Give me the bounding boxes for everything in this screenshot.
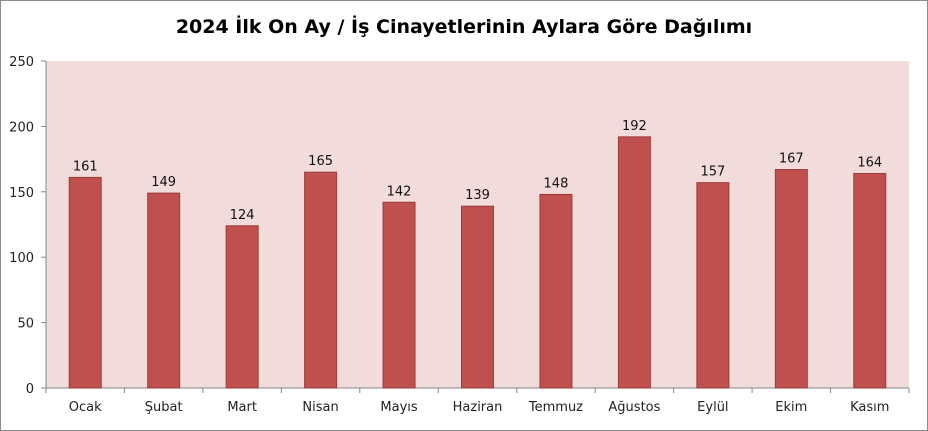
bar [382,201,416,389]
data-label: 192 [622,119,647,134]
y-tick-label: 100 [9,251,34,266]
data-label: 157 [700,165,725,180]
x-tick-label: Mart [227,400,257,415]
bar [853,172,887,389]
x-tick-label: Eylül [697,400,728,415]
y-tick-label: 150 [9,186,34,201]
data-label: 167 [779,152,804,167]
data-label: 148 [544,176,569,191]
bar [225,225,259,389]
y-tick-label: 50 [17,317,34,332]
y-tick-label: 0 [26,382,34,397]
data-label: 139 [465,188,490,203]
y-tick-label: 200 [9,120,34,135]
x-tick-label: Ocak [69,400,102,415]
bar [617,136,651,389]
data-label: 161 [73,159,98,174]
y-tick-label: 250 [9,55,34,70]
y-axis: 0 50 100 150 200 250 [9,55,47,397]
data-label: 165 [308,154,333,169]
bar [539,193,573,389]
x-tick-label: Haziran [453,400,503,415]
bar [68,176,102,389]
data-label: 142 [387,184,412,199]
data-label: 164 [857,155,882,170]
bars [68,136,887,389]
data-labels: 161 149 124 165 142 139 148 192 157 167 164 [73,119,882,223]
x-tick-label: Ağustos [608,400,660,415]
x-tick-label: Nisan [302,400,338,415]
bar [147,192,181,389]
x-tick-label: Temmuz [528,400,583,415]
bar [696,182,730,389]
x-tick-label: Ekim [775,400,807,415]
chart-title: 2024 İlk On Ay / İş Cinayetlerinin Aylar… [176,14,752,38]
data-label: 124 [230,208,255,223]
bar [774,169,808,389]
x-tick-label: Mayıs [380,400,417,415]
bar [461,205,494,389]
data-label: 149 [151,175,176,190]
bar [304,171,338,389]
x-tick-label: Kasım [850,400,889,415]
x-tick-label: Şubat [145,400,183,415]
x-axis: Ocak Şubat Mart Nisan Mayıs Haziran Temmuz Ağus… [45,387,910,415]
